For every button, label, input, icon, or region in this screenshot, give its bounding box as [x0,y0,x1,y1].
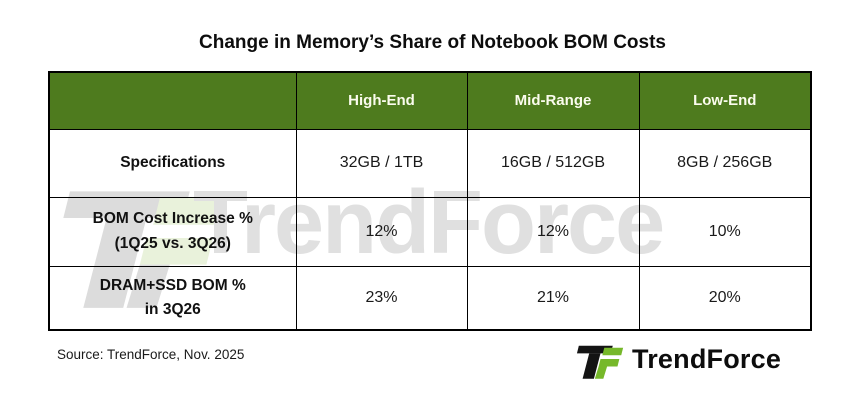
cell-spec-high-end: 32GB / 1TB [295,128,468,198]
chart-title: Change in Memory’s Share of Notebook BOM… [199,32,666,53]
table-header-row: High-End Mid-Range Low-End [48,71,812,130]
header-cell-low-end: Low-End [638,71,812,130]
table-row-dram-ssd-bom: DRAM+SSD BOM % in 3Q26 23% 21% 20% [48,265,812,331]
cell-increase-mid-range: 12% [466,196,640,267]
row-label-specifications: Specifications [48,128,297,198]
cell-dram-high-end: 23% [295,265,468,331]
row-label-dram-ssd-bom: DRAM+SSD BOM % in 3Q26 [48,265,297,331]
cell-spec-low-end: 8GB / 256GB [638,128,812,198]
cell-increase-low-end: 10% [638,196,812,267]
cell-spec-mid-range: 16GB / 512GB [466,128,640,198]
trendforce-logo: TrendForce [576,339,781,379]
trendforce-logo-text: TrendForce [632,343,782,374]
cell-dram-low-end: 20% [638,265,812,331]
table-row-bom-cost-increase: BOM Cost Increase % (1Q25 vs. 3Q26) 12% … [48,196,812,267]
source-note: Source: TrendForce, Nov. 2025 [57,347,245,362]
header-cell-empty [48,71,297,130]
cell-dram-mid-range: 21% [466,265,640,331]
table-row-specifications: Specifications 32GB / 1TB 16GB / 512GB 8… [48,128,812,198]
bom-cost-table: High-End Mid-Range Low-End Specification… [48,71,812,331]
header-cell-high-end: High-End [295,71,468,130]
row-label-bom-cost-increase: BOM Cost Increase % (1Q25 vs. 3Q26) [48,196,297,267]
trendforce-logo-icon [576,345,624,379]
header-cell-mid-range: Mid-Range [466,71,640,130]
cell-increase-high-end: 12% [295,196,468,267]
